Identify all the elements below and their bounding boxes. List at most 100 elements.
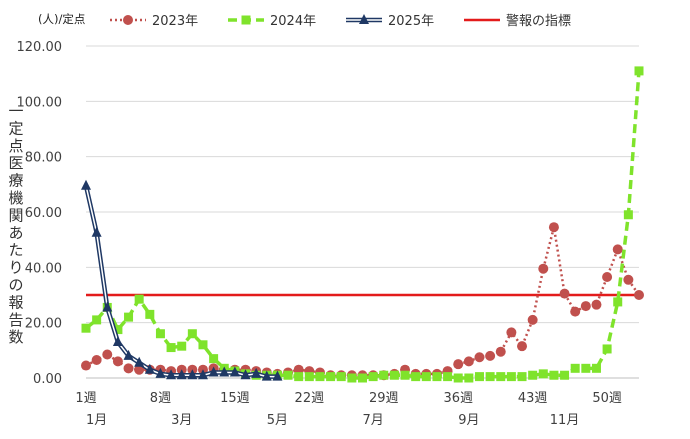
data-point	[155, 329, 165, 339]
data-point	[112, 336, 123, 347]
gridlines	[86, 45, 639, 379]
data-point	[634, 66, 644, 76]
data-point	[155, 367, 166, 378]
y-tick-label: 120.00	[17, 40, 63, 55]
data-point	[198, 340, 208, 350]
data-point	[176, 369, 187, 380]
legend-item: 2023年	[110, 14, 198, 29]
y-axis-label-char: 点	[8, 137, 23, 155]
y-axis-label-char: の	[8, 276, 23, 294]
data-point	[432, 372, 442, 382]
y-tick-label: 60.00	[25, 206, 62, 221]
y-axis-ticks: 0.00 20.00 40.00 60.00 80.00 100.00 120.00	[17, 40, 63, 387]
x-tick-month-label: 11月	[550, 413, 580, 428]
x-axis-ticks: 1週 8週 15週 22週 29週 36週 43週 50週 1月 3月 5月 7月 9月 11月	[75, 391, 622, 428]
data-point	[92, 315, 102, 325]
legend-item: 2025年	[346, 14, 434, 29]
y-axis-label-char: 数	[8, 328, 23, 346]
data-point	[134, 364, 145, 375]
data-point	[166, 369, 177, 380]
data-point	[347, 373, 357, 383]
x-tick-month-label: 5月	[267, 413, 288, 428]
data-point	[538, 369, 548, 379]
x-tick-week-label: 8週	[150, 391, 171, 406]
data-point	[453, 373, 463, 383]
data-point	[389, 370, 399, 380]
data-point	[102, 349, 113, 360]
data-point	[187, 369, 198, 380]
data-point	[527, 314, 538, 325]
data-point	[209, 354, 219, 364]
legend-label: 2023年	[152, 14, 198, 29]
data-point	[580, 301, 591, 312]
data-point	[134, 356, 145, 367]
data-point	[570, 363, 580, 373]
data-point	[496, 372, 506, 382]
data-point	[145, 309, 155, 319]
x-tick-week-label: 15週	[220, 391, 250, 406]
y-axis-label-char: 関	[8, 206, 23, 224]
legend-label: 警報の指標	[506, 13, 571, 29]
data-point	[517, 372, 527, 382]
data-point	[613, 297, 623, 307]
data-point	[304, 372, 314, 382]
data-point	[453, 359, 464, 370]
y-tick-label: 100.00	[17, 95, 63, 110]
y-axis-label-char: 医	[8, 154, 23, 172]
series-layer	[81, 66, 644, 383]
x-tick-week-label: 50週	[592, 391, 622, 406]
x-tick-week-label: 1週	[75, 391, 96, 406]
data-point	[602, 344, 612, 354]
y-axis-label-char: 一	[8, 102, 23, 120]
series-line	[85, 226, 641, 377]
x-tick-week-label: 43週	[518, 391, 548, 406]
data-point	[591, 363, 601, 373]
data-point	[463, 356, 474, 367]
data-point	[91, 355, 102, 366]
data-point	[379, 370, 389, 380]
x-tick-week-label: 36週	[443, 391, 473, 406]
data-point	[485, 372, 495, 382]
x-tick-month-label: 3月	[171, 413, 192, 428]
data-point	[166, 343, 176, 353]
data-point	[144, 363, 155, 374]
data-point	[634, 290, 644, 300]
data-point	[495, 346, 506, 357]
y-axis-label-char: 機	[8, 189, 23, 207]
data-point	[612, 244, 623, 255]
data-point	[219, 366, 230, 377]
data-point	[113, 325, 123, 335]
data-point	[197, 369, 208, 380]
data-point	[421, 372, 431, 382]
data-point	[123, 363, 134, 374]
data-point	[123, 15, 133, 25]
y-axis-label-char: た	[8, 241, 23, 259]
x-tick-month-label: 9月	[458, 413, 479, 428]
x-tick-week-label: 22週	[295, 391, 325, 406]
data-point	[326, 372, 336, 382]
data-point	[208, 366, 219, 377]
data-point	[623, 210, 633, 220]
y-tick-label: 80.00	[25, 151, 62, 166]
data-point	[112, 356, 123, 367]
y-axis-label-char: あ	[8, 224, 23, 242]
data-point	[570, 306, 581, 317]
unit-label: (人)/定点	[38, 12, 85, 26]
x-tick-week-label: 29週	[369, 391, 399, 406]
y-axis-label-char: 報	[8, 293, 23, 311]
data-point	[474, 372, 484, 382]
series-2	[81, 179, 283, 381]
data-point	[474, 352, 485, 363]
data-point	[443, 372, 453, 382]
data-point	[294, 372, 304, 382]
data-point	[81, 360, 91, 371]
y-tick-label: 20.00	[25, 317, 62, 332]
x-tick-month-label: 1月	[86, 413, 107, 428]
data-point	[81, 323, 91, 333]
data-point	[187, 329, 197, 339]
data-point	[261, 370, 272, 381]
data-point	[91, 226, 102, 237]
data-point	[134, 294, 144, 304]
y-tick-label: 0.00	[33, 372, 62, 387]
